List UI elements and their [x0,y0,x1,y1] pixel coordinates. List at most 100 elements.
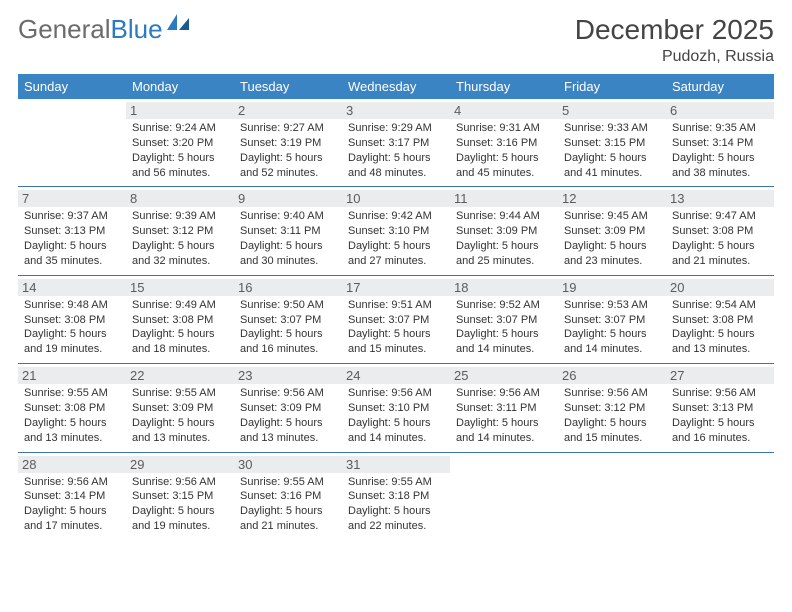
detail-line: Sunrise: 9:29 AM [348,121,444,136]
detail-line: and 16 minutes. [240,342,336,357]
day-details: Sunrise: 9:33 AMSunset: 3:15 PMDaylight:… [564,121,660,180]
detail-line: and 21 minutes. [672,254,768,269]
calendar-cell [450,452,558,540]
calendar-cell [666,452,774,540]
calendar-cell: 15Sunrise: 9:49 AMSunset: 3:08 PMDayligh… [126,275,234,363]
month-title: December 2025 [575,14,774,46]
detail-line: and 14 minutes. [456,431,552,446]
detail-line: Sunset: 3:09 PM [456,224,552,239]
detail-line: Daylight: 5 hours [564,151,660,166]
weekday-sunday: Sunday [18,74,126,99]
detail-line: and 15 minutes. [348,342,444,357]
detail-line: Daylight: 5 hours [348,416,444,431]
day-details: Sunrise: 9:54 AMSunset: 3:08 PMDaylight:… [672,298,768,357]
detail-line: Sunset: 3:17 PM [348,136,444,151]
detail-line: Sunset: 3:15 PM [564,136,660,151]
detail-line: Daylight: 5 hours [348,504,444,519]
detail-line: Sunrise: 9:49 AM [132,298,228,313]
calendar-cell [558,452,666,540]
weekday-thursday: Thursday [450,74,558,99]
detail-line: Sunset: 3:16 PM [456,136,552,151]
day-number: 18 [450,279,558,296]
detail-line: Sunrise: 9:37 AM [24,209,120,224]
location: Pudozh, Russia [575,48,774,66]
day-number: 19 [558,279,666,296]
calendar-cell: 8Sunrise: 9:39 AMSunset: 3:12 PMDaylight… [126,187,234,275]
day-details: Sunrise: 9:40 AMSunset: 3:11 PMDaylight:… [240,209,336,268]
day-number: 17 [342,279,450,296]
calendar-cell: 28Sunrise: 9:56 AMSunset: 3:14 PMDayligh… [18,452,126,540]
detail-line: Sunset: 3:09 PM [240,401,336,416]
calendar-cell: 13Sunrise: 9:47 AMSunset: 3:08 PMDayligh… [666,187,774,275]
day-number: 5 [558,102,666,119]
detail-line: Daylight: 5 hours [24,504,120,519]
day-number: 11 [450,190,558,207]
day-number: 6 [666,102,774,119]
detail-line: Daylight: 5 hours [240,327,336,342]
day-details: Sunrise: 9:53 AMSunset: 3:07 PMDaylight:… [564,298,660,357]
detail-line: Sunrise: 9:52 AM [456,298,552,313]
detail-line: Sunset: 3:18 PM [348,489,444,504]
day-details: Sunrise: 9:44 AMSunset: 3:09 PMDaylight:… [456,209,552,268]
detail-line: Daylight: 5 hours [672,239,768,254]
detail-line: Daylight: 5 hours [672,327,768,342]
day-details: Sunrise: 9:55 AMSunset: 3:16 PMDaylight:… [240,475,336,534]
day-number: 9 [234,190,342,207]
day-details: Sunrise: 9:51 AMSunset: 3:07 PMDaylight:… [348,298,444,357]
day-number: 10 [342,190,450,207]
day-number: 30 [234,456,342,473]
day-number: 14 [18,279,126,296]
detail-line: Daylight: 5 hours [348,239,444,254]
detail-line: and 38 minutes. [672,166,768,181]
detail-line: and 13 minutes. [672,342,768,357]
calendar-cell: 7Sunrise: 9:37 AMSunset: 3:13 PMDaylight… [18,187,126,275]
detail-line: and 21 minutes. [240,519,336,534]
detail-line: Sunset: 3:15 PM [132,489,228,504]
calendar-cell: 3Sunrise: 9:29 AMSunset: 3:17 PMDaylight… [342,99,450,187]
detail-line: and 14 minutes. [456,342,552,357]
day-number: 8 [126,190,234,207]
detail-line: and 14 minutes. [564,342,660,357]
detail-line: Daylight: 5 hours [132,416,228,431]
detail-line: and 48 minutes. [348,166,444,181]
detail-line: and 19 minutes. [132,519,228,534]
detail-line: Daylight: 5 hours [132,504,228,519]
detail-line: and 18 minutes. [132,342,228,357]
detail-line: Daylight: 5 hours [456,416,552,431]
detail-line: Sunset: 3:16 PM [240,489,336,504]
detail-line: Sunrise: 9:39 AM [132,209,228,224]
detail-line: Sunset: 3:13 PM [672,401,768,416]
detail-line: Sunset: 3:14 PM [672,136,768,151]
logo: GeneralBlue [18,14,193,45]
detail-line: Sunrise: 9:56 AM [132,475,228,490]
detail-line: Daylight: 5 hours [456,151,552,166]
day-number: 22 [126,367,234,384]
detail-line: Daylight: 5 hours [240,416,336,431]
day-number: 25 [450,367,558,384]
calendar-cell: 11 Sunrise: 9:44 AMSunset: 3:09 PMDayligh… [450,187,558,275]
detail-line: Sunset: 3:08 PM [672,224,768,239]
detail-line: Sunset: 3:08 PM [672,313,768,328]
detail-line: Daylight: 5 hours [240,239,336,254]
calendar-cell: 24Sunrise: 9:56 AMSunset: 3:10 PMDayligh… [342,364,450,452]
day-details: Sunrise: 9:56 AMSunset: 3:14 PMDaylight:… [24,475,120,534]
detail-line: Sunrise: 9:53 AM [564,298,660,313]
detail-line: and 23 minutes. [564,254,660,269]
day-number: 29 [126,456,234,473]
detail-line: Sunrise: 9:56 AM [24,475,120,490]
detail-line: Sunset: 3:07 PM [240,313,336,328]
calendar-cell: 27Sunrise: 9:56 AMSunset: 3:13 PMDayligh… [666,364,774,452]
detail-line: and 35 minutes. [24,254,120,269]
calendar-row: 14Sunrise: 9:48 AMSunset: 3:08 PMDayligh… [18,275,774,363]
detail-line: Sunrise: 9:24 AM [132,121,228,136]
detail-line: Sunset: 3:19 PM [240,136,336,151]
day-number: 2 [234,102,342,119]
detail-line: Daylight: 5 hours [240,151,336,166]
day-details: Sunrise: 9:45 AMSunset: 3:09 PMDaylight:… [564,209,660,268]
day-details: Sunrise: 9:35 AMSunset: 3:14 PMDaylight:… [672,121,768,180]
day-number: 31 [342,456,450,473]
detail-line: Sunset: 3:08 PM [132,313,228,328]
detail-line: Daylight: 5 hours [24,239,120,254]
detail-line: Sunset: 3:11 PM [240,224,336,239]
detail-line: Daylight: 5 hours [24,416,120,431]
